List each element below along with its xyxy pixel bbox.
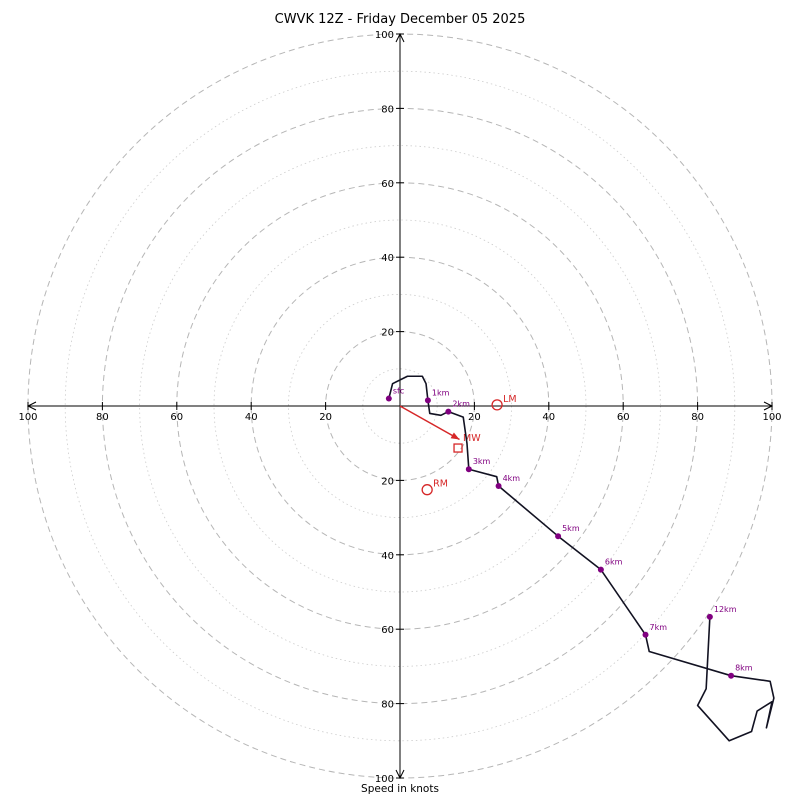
svg-text:40: 40 (381, 253, 394, 264)
height-label-2km: 2km (452, 400, 470, 409)
height-dot-2km (445, 408, 452, 415)
svg-text:20: 20 (319, 412, 332, 423)
mean-wind-marker (453, 443, 463, 453)
svg-text:60: 60 (617, 412, 630, 423)
x-axis-label: Speed in knots (361, 783, 439, 795)
svg-text:100: 100 (762, 412, 781, 423)
mean-wind-label: MW (463, 433, 481, 444)
height-dot-5km (555, 533, 562, 540)
svg-text:60: 60 (381, 625, 394, 636)
height-label-8km: 8km (735, 664, 753, 673)
height-dot-sfc (385, 395, 392, 402)
height-label-3km: 3km (473, 457, 491, 466)
svg-text:40: 40 (542, 412, 555, 423)
storm-motion-arrow (399, 405, 460, 441)
svg-text:80: 80 (381, 700, 394, 711)
svg-text:60: 60 (170, 412, 183, 423)
axis-tick-labels: 20 20 20 20 40 40 40 40 60 60 60 60 80 80 80 80 100 100 10… (18, 30, 781, 785)
height-dot-12km (706, 613, 713, 620)
height-label-6km: 6km (605, 558, 623, 567)
height-dot-6km (597, 566, 604, 573)
svg-text:80: 80 (381, 104, 394, 115)
svg-text:40: 40 (245, 412, 258, 423)
svg-text:80: 80 (96, 412, 109, 423)
hodograph-line (388, 375, 775, 742)
wind-trace (388, 375, 775, 742)
svg-text:20: 20 (381, 476, 394, 487)
svg-text:60: 60 (381, 179, 394, 190)
svg-text:100: 100 (375, 30, 394, 41)
left-mover-marker (491, 399, 503, 411)
height-dot-1km (424, 397, 431, 404)
svg-text:40: 40 (381, 551, 394, 562)
height-dot-4km (495, 482, 502, 489)
height-label-5km: 5km (562, 524, 580, 533)
height-dot-3km (465, 466, 472, 473)
left-mover-label: LM (503, 394, 517, 405)
svg-text:100: 100 (18, 412, 37, 423)
storm-motion-markers: MW LM RM (399, 394, 517, 496)
svg-text:100: 100 (375, 774, 394, 785)
svg-text:20: 20 (381, 328, 394, 339)
height-label-4km: 4km (503, 474, 521, 483)
height-label-12km: 12km (714, 605, 737, 614)
height-label-sfc: sfc (393, 387, 404, 396)
right-mover-label: RM (433, 479, 448, 490)
height-label-1km: 1km (432, 388, 450, 397)
chart-title: CWVK 12Z - Friday December 05 2025 (274, 12, 526, 27)
height-label-7km: 7km (650, 623, 668, 632)
height-dot-8km (728, 672, 735, 679)
svg-text:20: 20 (468, 412, 481, 423)
height-dot-7km (642, 631, 649, 638)
right-mover-marker (421, 484, 433, 496)
svg-text:80: 80 (691, 412, 704, 423)
